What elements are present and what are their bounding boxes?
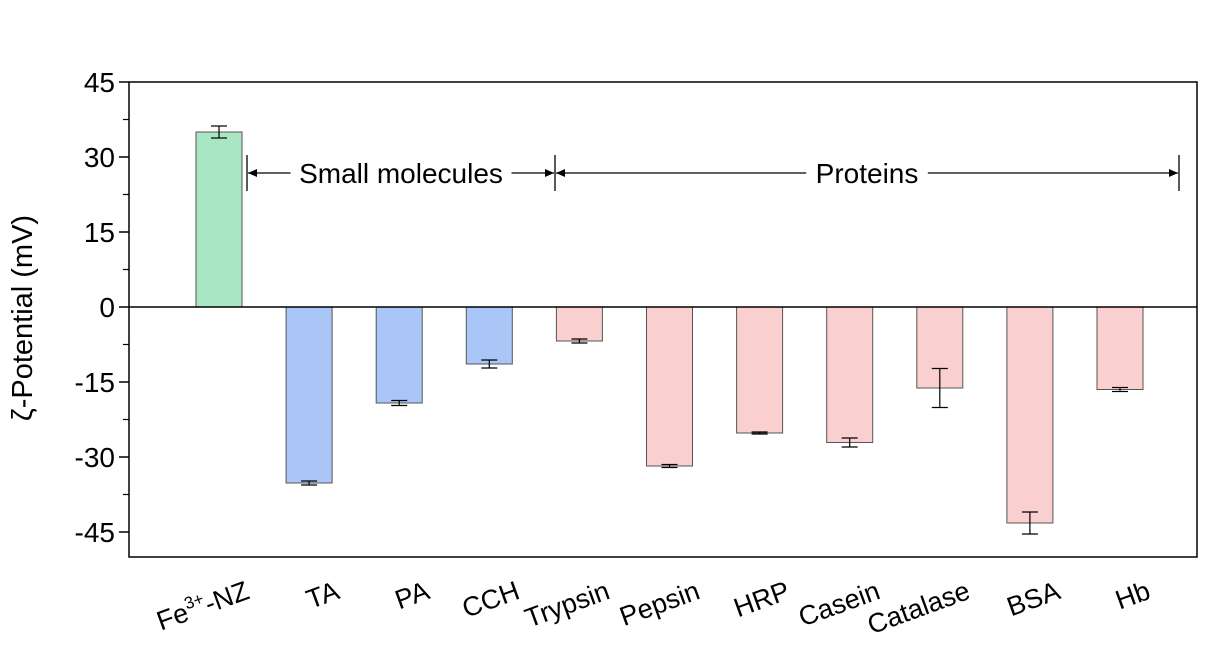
error-bar [481,359,498,369]
y-axis-title: ζ-Potential (mV) [7,215,39,421]
y-ticks-layer: 45 30 15 0 -15 -30 -45 [75,67,129,548]
error-bar [1112,386,1128,393]
bar-pepsin [646,306,693,467]
bar-trypsin [555,306,603,342]
bar-hb [1096,306,1144,390]
y-tick-label: -45 [75,517,115,548]
axes-layer [128,81,1198,558]
x-tick-label: CCH [458,575,523,623]
bar-cch [465,306,513,365]
y-tick-label: 30 [84,142,115,173]
x-tick-label: PA [391,575,433,615]
plot-frame [128,81,1198,558]
y-tick-label: 15 [84,217,115,248]
error-bar [571,338,588,344]
x-tick-label: Hb [1111,575,1154,615]
y-tick-label: 0 [99,292,115,323]
bar-casein [826,306,874,443]
bars-layer [195,131,1144,524]
error-bar [751,431,768,435]
bar-bsa [1006,306,1054,524]
x-tick-label: Fe3+-NZ [152,574,253,637]
error-bar [931,367,948,409]
error-bar [391,399,408,407]
x-tick-label: Catalase [863,575,973,640]
x-tick-label: TA [302,575,343,614]
y-tick-label: -15 [75,367,115,398]
error-bar [841,437,858,448]
annotations-layer: Small molecules Proteins [246,155,1180,191]
error-bar [301,480,318,486]
x-tick-label: HRP [730,575,794,623]
error-bar [661,463,678,469]
bar-hrp [736,306,784,434]
y-tick-label: -30 [75,442,115,473]
error-bar [211,125,227,139]
x-tick-label: Pepsin [616,575,704,631]
y-tick-label: 45 [84,67,115,98]
x-tick-label: Trypsin [521,575,613,633]
bar-ta [285,306,333,484]
bar-pa [375,306,423,404]
bar-fe3-nz [195,131,243,308]
group-label: Proteins [816,158,919,189]
error-bar [1021,511,1038,535]
error-bars-layer [211,125,1128,535]
x-tick-label: BSA [1003,575,1064,622]
group-label: Small molecules [299,158,503,189]
